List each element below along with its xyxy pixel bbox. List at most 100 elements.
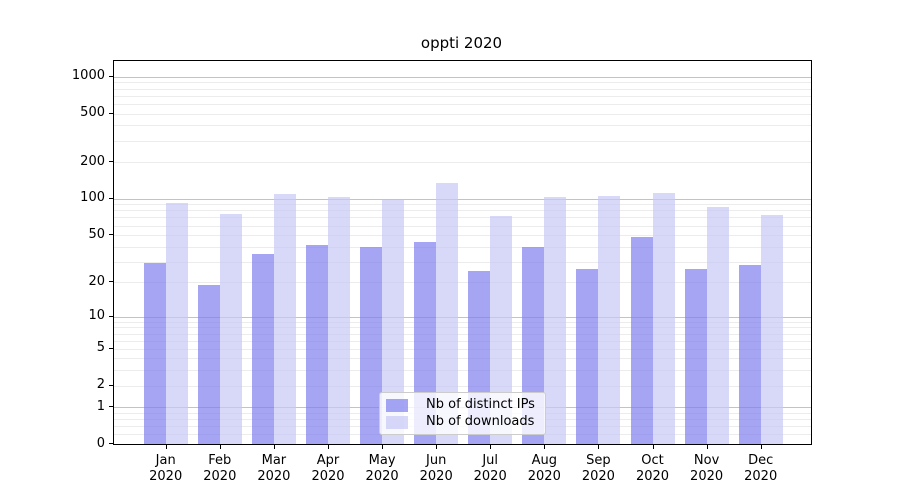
gridline-minor bbox=[114, 333, 811, 335]
y-tick-label: 10 bbox=[88, 308, 105, 323]
x-tick-label: Jul 2020 bbox=[473, 453, 507, 484]
y-tick-label: 1 bbox=[96, 398, 105, 414]
bar-downloads-oct bbox=[652, 193, 675, 444]
bar-downloads-nov bbox=[706, 207, 729, 444]
bar-distinct-ips-nov bbox=[684, 268, 707, 444]
bar-downloads-dec bbox=[760, 214, 783, 444]
legend-label-downloads: Nb of downloads bbox=[426, 414, 535, 429]
x-tick-label: Dec 2020 bbox=[744, 453, 778, 484]
y-tick bbox=[109, 347, 113, 349]
x-tick bbox=[328, 445, 329, 449]
gridline-minor bbox=[114, 103, 811, 105]
plot-area bbox=[113, 60, 812, 445]
gridline-minor bbox=[114, 140, 811, 142]
gridline-minor bbox=[114, 261, 811, 263]
x-tick-label: Aug 2020 bbox=[527, 453, 561, 484]
y-tick bbox=[109, 161, 113, 163]
gridline-minor bbox=[114, 321, 811, 323]
gridline-minor bbox=[114, 125, 811, 127]
bar-distinct-ips-sep bbox=[576, 268, 599, 444]
legend-swatch-downloads bbox=[386, 415, 408, 429]
gridline-minor bbox=[114, 210, 811, 212]
bar-downloads-feb bbox=[219, 213, 242, 444]
x-tick bbox=[706, 445, 708, 449]
gridline-major bbox=[114, 198, 811, 200]
gridline-major bbox=[114, 76, 811, 78]
legend-item-distinct-ips: Nb of distinct IPs bbox=[386, 397, 536, 413]
legend-item-downloads: Nb of downloads bbox=[386, 414, 536, 430]
y-tick bbox=[109, 281, 113, 283]
gridline-minor bbox=[114, 217, 811, 219]
x-tick bbox=[273, 445, 275, 449]
gridline-minor bbox=[114, 204, 811, 206]
x-tick-label: Feb 2020 bbox=[203, 453, 237, 484]
x-tick-label: Mar 2020 bbox=[257, 453, 291, 484]
x-tick bbox=[544, 445, 546, 449]
x-tick-label: Nov 2020 bbox=[690, 453, 724, 484]
x-tick bbox=[436, 445, 438, 449]
bar-distinct-ips-oct bbox=[630, 237, 653, 444]
x-tick bbox=[760, 445, 762, 449]
bar-downloads-sep bbox=[598, 196, 621, 444]
bar-distinct-ips-mar bbox=[251, 253, 274, 444]
x-tick bbox=[219, 445, 221, 449]
y-tick-label: 1000 bbox=[71, 68, 105, 84]
y-tick bbox=[109, 443, 113, 444]
y-tick-label: 20 bbox=[88, 273, 105, 289]
gridline-minor bbox=[114, 82, 811, 84]
y-tick bbox=[109, 234, 113, 235]
legend-swatch-distinct-ips bbox=[386, 398, 408, 412]
bar-distinct-ips-feb bbox=[197, 284, 220, 444]
y-tick bbox=[109, 384, 113, 386]
y-tick-label: 500 bbox=[80, 105, 105, 120]
bar-distinct-ips-jan bbox=[143, 263, 166, 444]
gridline-minor bbox=[114, 235, 811, 236]
gridline-minor bbox=[114, 282, 811, 284]
bar-downloads-mar bbox=[273, 193, 296, 444]
gridline-minor bbox=[114, 162, 811, 164]
x-tick-label: Apr 2020 bbox=[311, 453, 345, 484]
gridline-minor bbox=[114, 88, 811, 90]
y-tick bbox=[109, 315, 113, 317]
gridline-minor bbox=[114, 246, 811, 248]
bar-downloads-jun bbox=[436, 182, 459, 444]
gridline-minor bbox=[114, 225, 811, 227]
legend: Nb of distinct IPs Nb of downloads bbox=[379, 392, 546, 435]
bar-downloads-apr bbox=[328, 196, 350, 444]
x-tick-label: Jun 2020 bbox=[419, 453, 453, 484]
x-tick-label: Jan 2020 bbox=[149, 453, 183, 484]
bar-downloads-may bbox=[382, 200, 405, 444]
bar-downloads-aug bbox=[544, 196, 567, 444]
y-tick-label: 5 bbox=[96, 340, 105, 356]
y-tick-label: 50 bbox=[88, 226, 105, 242]
x-tick-label: May 2020 bbox=[365, 453, 399, 484]
legend-label-distinct-ips: Nb of distinct IPs bbox=[426, 397, 535, 412]
y-tick-label: 100 bbox=[80, 190, 105, 206]
gridline-minor bbox=[114, 385, 811, 387]
x-tick bbox=[598, 445, 600, 449]
gridline-minor bbox=[114, 370, 811, 372]
x-tick bbox=[652, 445, 654, 449]
y-tick-label: 0 bbox=[96, 435, 105, 451]
gridline-major bbox=[114, 316, 811, 318]
y-tick bbox=[109, 406, 113, 408]
gridline-minor bbox=[114, 358, 811, 360]
gridline-minor bbox=[114, 327, 811, 329]
y-tick bbox=[109, 112, 113, 114]
bar-distinct-ips-apr bbox=[306, 245, 328, 444]
y-tick-label: 200 bbox=[80, 153, 105, 169]
y-tick bbox=[109, 75, 113, 77]
y-tick bbox=[109, 197, 113, 199]
x-tick-label: Oct 2020 bbox=[635, 453, 670, 484]
x-tick-label: Sep 2020 bbox=[581, 453, 615, 484]
y-tick-label: 2 bbox=[96, 377, 105, 393]
x-tick bbox=[382, 445, 384, 449]
x-tick bbox=[490, 445, 492, 449]
bar-distinct-ips-dec bbox=[738, 265, 761, 444]
gridline-minor bbox=[114, 348, 811, 350]
gridline-minor bbox=[114, 113, 811, 115]
bar-downloads-jul bbox=[490, 215, 513, 444]
x-tick bbox=[165, 445, 167, 449]
chart-title: oppti 2020 bbox=[420, 34, 503, 52]
